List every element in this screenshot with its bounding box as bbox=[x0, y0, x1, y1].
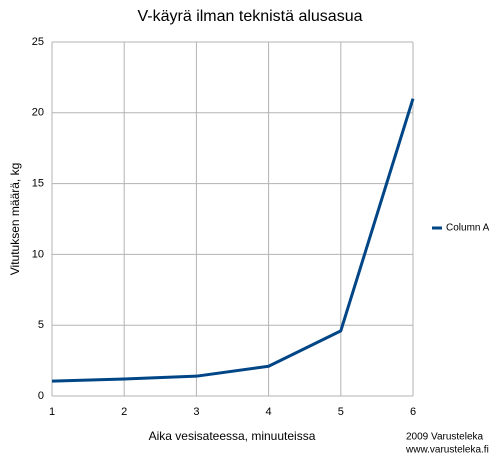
x-tick-label: 3 bbox=[193, 406, 199, 418]
data-line bbox=[51, 98, 415, 383]
credit: www.varusteleka.fi bbox=[405, 445, 489, 456]
y-tick-label: 15 bbox=[32, 178, 44, 190]
credit: 2009 Varusteleka bbox=[406, 432, 484, 443]
y-tick-label: 5 bbox=[38, 319, 44, 331]
y-tick-label: 10 bbox=[32, 248, 44, 260]
x-tick-label: 4 bbox=[266, 406, 272, 418]
chart-title: V-käyrä ilman teknistä alusasua bbox=[138, 8, 363, 25]
x-tick-label: 5 bbox=[338, 406, 344, 418]
x-tick-label: 2 bbox=[121, 406, 127, 418]
y-tick-label: 20 bbox=[32, 107, 44, 119]
x-tick-label: 1 bbox=[49, 406, 55, 418]
legend-label: Column A bbox=[446, 223, 490, 234]
x-tick-label: 6 bbox=[410, 406, 416, 418]
y-axis-label: Vitutuksen määrä, kg bbox=[8, 163, 22, 276]
y-tick-label: 0 bbox=[38, 390, 44, 402]
y-tick-label: 25 bbox=[32, 36, 44, 48]
x-axis-label: Aika vesisateessa, minuuteissa bbox=[149, 429, 316, 443]
